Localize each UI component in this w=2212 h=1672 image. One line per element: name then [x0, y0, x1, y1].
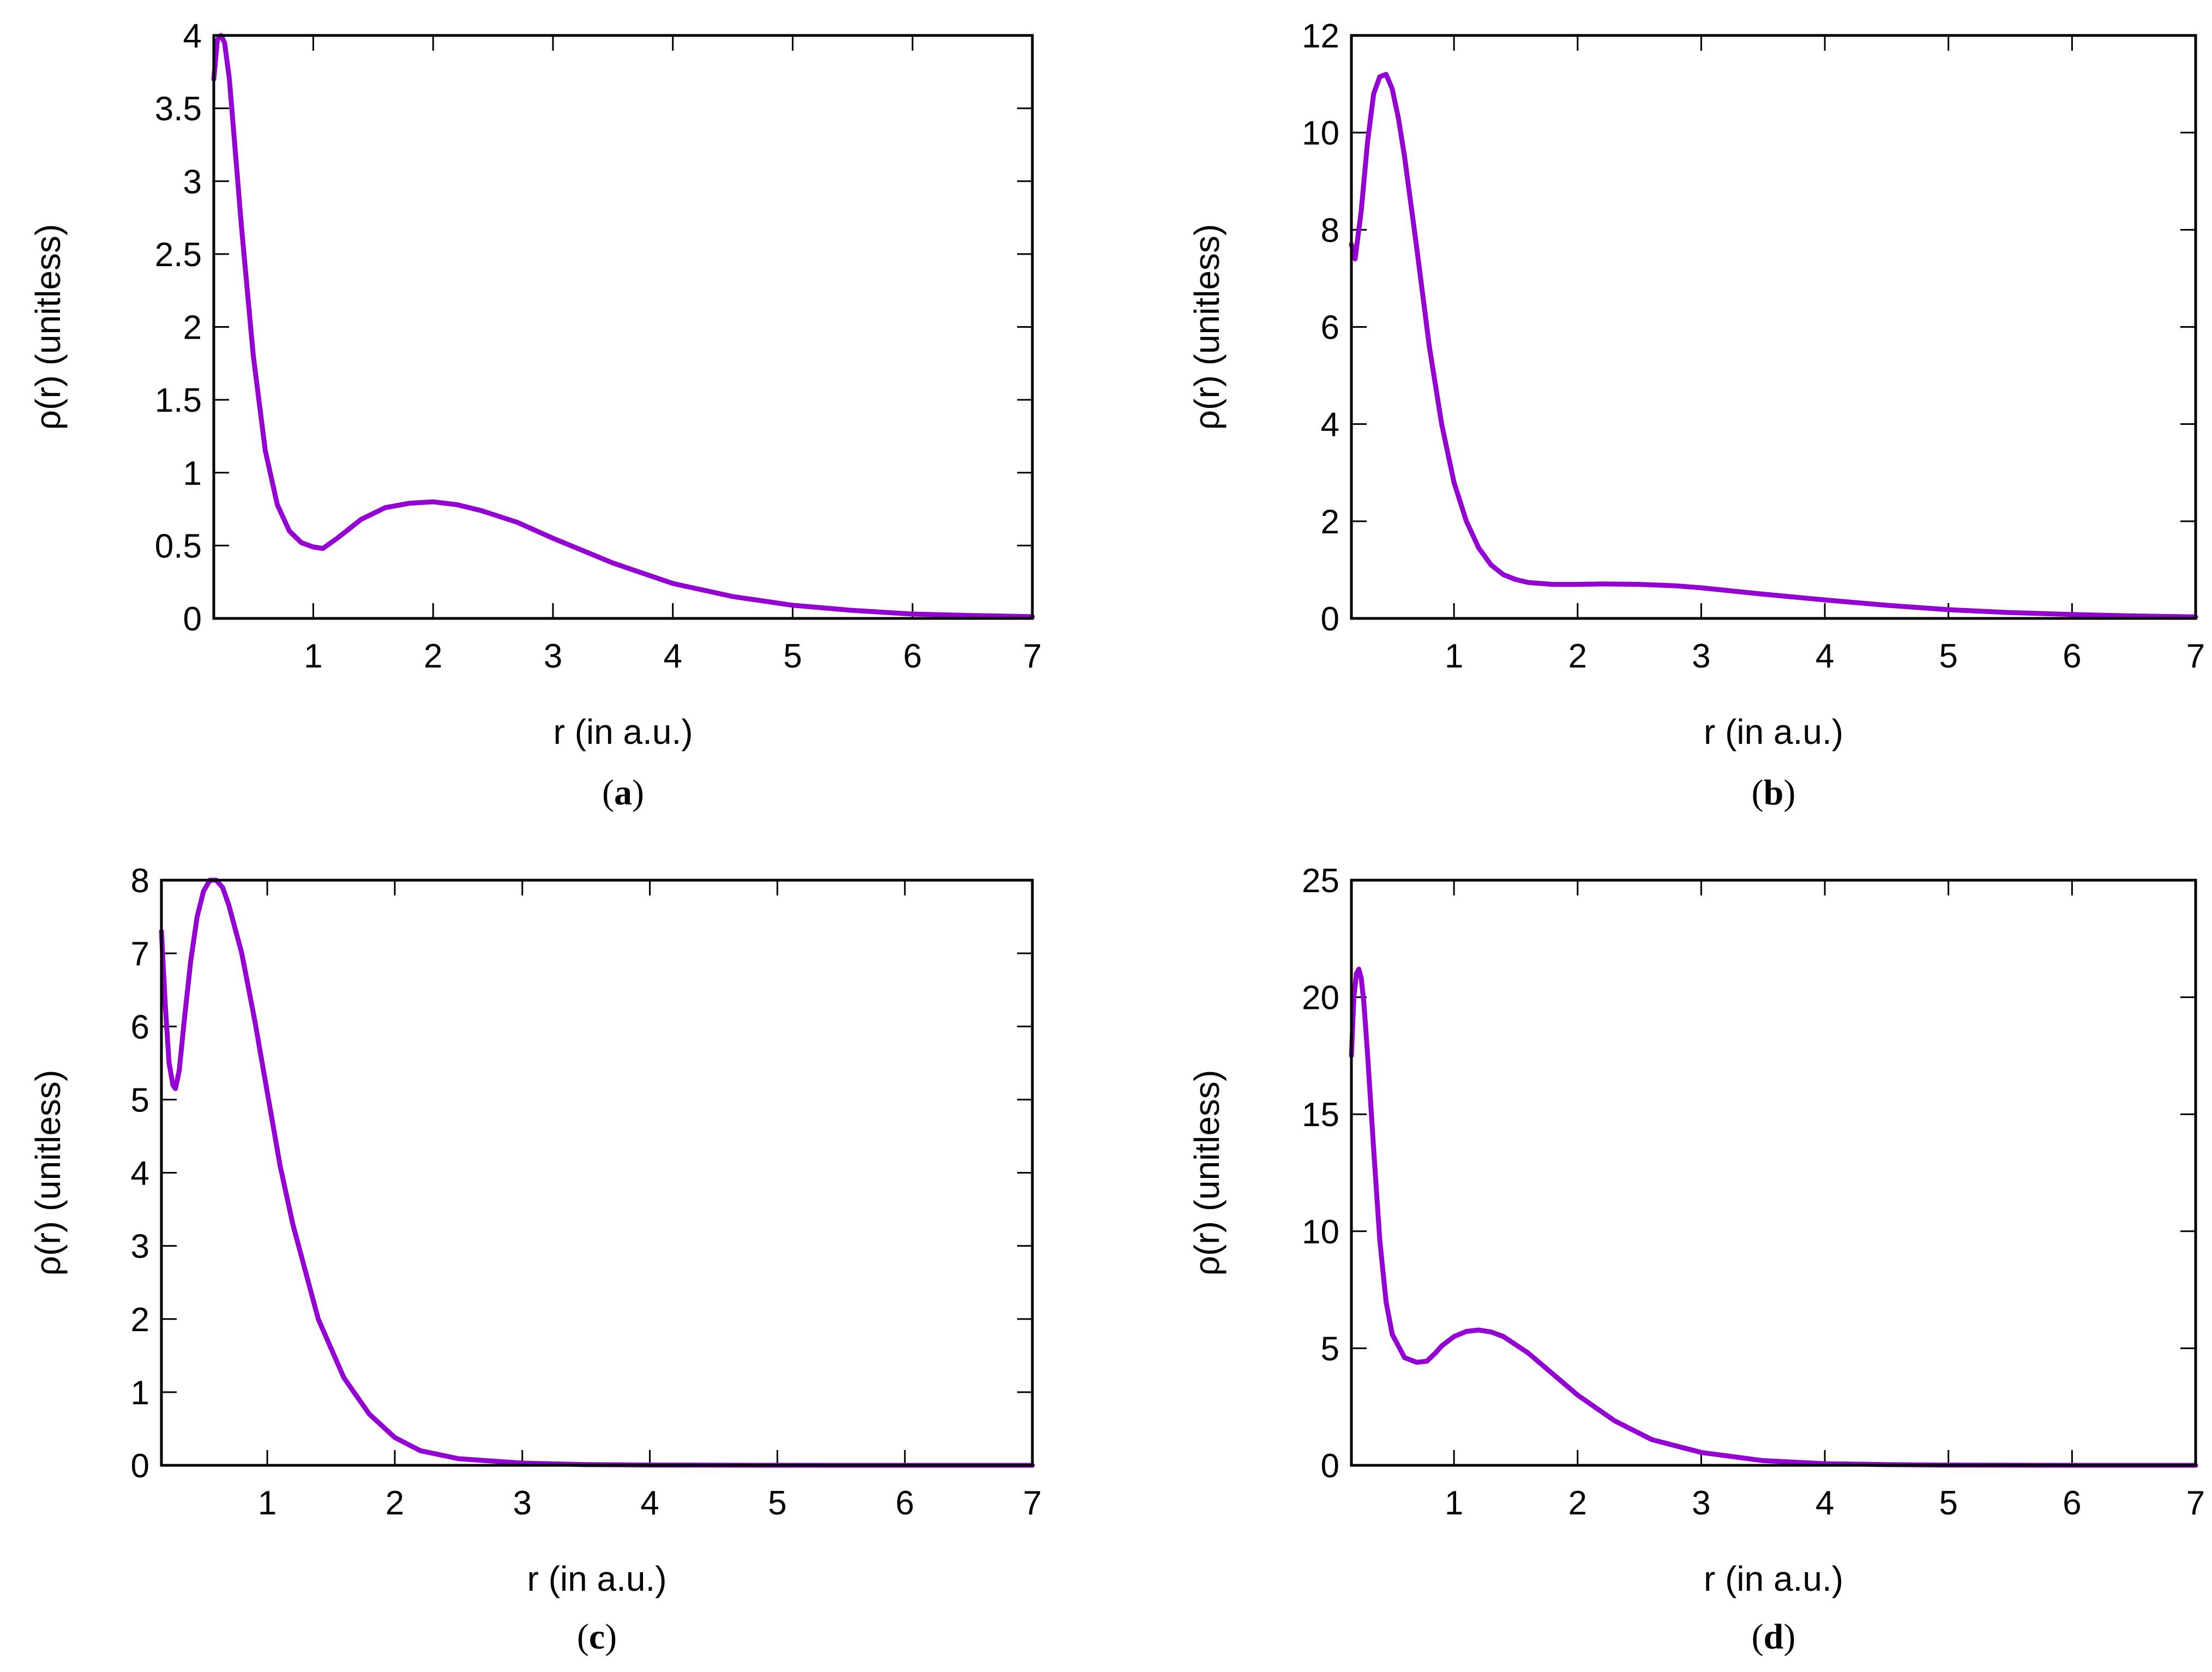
plot-frame-d: [1350, 879, 2197, 1467]
panel-caption-a: (a): [602, 773, 644, 813]
chart-panel-c: 1 2 3 4 5 6 7 0 1 2 3 4 5 6 7 8 r (in a.u.) ρ(r) (unitles…: [28, 862, 1042, 1657]
x-tick-label-c-5: 6: [895, 1484, 914, 1522]
x-tick-label-d-2: 3: [1692, 1484, 1710, 1522]
y-tick-label-b-0: 0: [1321, 600, 1339, 638]
panel-caption-d: (d): [1752, 1617, 1796, 1657]
y-tick-label-c-0: 0: [131, 1447, 149, 1485]
x-tick-label-c-2: 3: [513, 1484, 531, 1522]
y-tick-label-c-2: 2: [131, 1301, 149, 1339]
chart-panel-a: 1 2 3 4 5 6 7 0 0.5 1 1.5 2 2.5 3 3.5 4 r (in a.u.) ρ(r) …: [28, 17, 1042, 813]
y-tick-label-d-4: 20: [1302, 979, 1339, 1017]
panel-caption-close-d: ): [1783, 1617, 1795, 1657]
plot-frame-c: [160, 879, 1034, 1467]
y-tick-label-c-7: 7: [131, 935, 149, 973]
x-tick-label-b-6: 7: [2186, 637, 2205, 675]
chart-panel-d: 1 2 3 4 5 6 7 0 5 10 15 20 25 r (in a.u.) ρ(r) (unitle…: [1187, 862, 2205, 1657]
x-tick-label-b-5: 6: [2063, 637, 2081, 675]
x-tick-label-b-4: 5: [1939, 637, 1957, 675]
x-tick-label-d-4: 5: [1939, 1484, 1957, 1522]
panel-caption-close-b: ): [1783, 773, 1795, 813]
y-tick-label-c-4: 4: [131, 1155, 149, 1193]
y-tick-label-a-2: 1: [183, 455, 202, 492]
x-tick-label-d-3: 4: [1816, 1484, 1834, 1522]
y-tick-label-b-3: 6: [1321, 309, 1339, 347]
panel-caption-open-c: (: [577, 1617, 589, 1657]
x-axis-label-d: r (in a.u.): [1704, 1559, 1843, 1598]
x-tick-label-c-1: 2: [386, 1484, 404, 1522]
series-line-a-0: [211, 33, 1035, 620]
panel-caption-open-a: (: [602, 773, 614, 813]
x-tick-label-a-4: 5: [783, 637, 802, 675]
y-tick-label-d-5: 25: [1302, 862, 1339, 900]
y-tick-label-c-6: 6: [131, 1008, 149, 1046]
panel-caption-letter-b: b: [1764, 773, 1784, 813]
y-axis-label-a: ρ(r) (unitless): [28, 224, 68, 430]
x-tick-label-c-4: 5: [768, 1484, 786, 1522]
y-axis-label-b: ρ(r) (unitless): [1187, 224, 1227, 430]
x-tick-label-d-1: 2: [1568, 1484, 1587, 1522]
x-axis-label-b: r (in a.u.): [1704, 712, 1843, 751]
x-tick-label-c-3: 4: [640, 1484, 659, 1522]
x-tick-label-a-5: 6: [903, 637, 922, 675]
x-tick-label-b-1: 2: [1568, 637, 1587, 675]
y-tick-label-c-1: 1: [131, 1374, 149, 1412]
panel-caption-close-a: ): [632, 773, 644, 813]
x-tick-label-c-6: 7: [1023, 1484, 1042, 1522]
y-tick-label-c-3: 3: [131, 1228, 149, 1266]
y-axis-label-d: ρ(r) (unitless): [1187, 1070, 1227, 1276]
x-axis-label-a: r (in a.u.): [553, 712, 693, 751]
panel-caption-letter-d: d: [1764, 1617, 1784, 1657]
x-tick-label-b-0: 1: [1445, 637, 1463, 675]
plot-frame-b: [1350, 34, 2197, 620]
x-tick-label-a-1: 2: [424, 637, 442, 675]
y-tick-label-b-5: 10: [1302, 115, 1339, 152]
y-axis-label-c: ρ(r) (unitless): [28, 1070, 68, 1276]
x-tick-label-a-6: 7: [1023, 637, 1042, 675]
y-tick-label-d-0: 0: [1321, 1447, 1339, 1485]
y-tick-label-a-6: 3: [183, 163, 202, 201]
y-tick-label-a-0: 0: [183, 600, 202, 638]
y-tick-label-d-3: 15: [1302, 1096, 1339, 1134]
panel-caption-close-c: ): [605, 1617, 617, 1657]
panel-caption-open-b: (: [1752, 773, 1764, 813]
x-tick-label-c-0: 1: [258, 1484, 276, 1522]
plot-frame-a: [212, 34, 1034, 620]
x-tick-label-a-3: 4: [663, 637, 682, 675]
x-tick-label-a-0: 1: [304, 637, 322, 675]
y-tick-label-c-5: 5: [131, 1081, 149, 1119]
y-tick-label-a-1: 0.5: [155, 527, 202, 565]
series-line-b-0: [1349, 71, 2198, 620]
x-tick-label-d-6: 7: [2186, 1484, 2205, 1522]
x-axis-label-c: r (in a.u.): [527, 1559, 666, 1598]
x-tick-label-b-3: 4: [1816, 637, 1834, 675]
y-tick-label-c-8: 8: [131, 862, 149, 900]
y-tick-label-b-6: 12: [1302, 17, 1339, 55]
x-tick-label-d-0: 1: [1445, 1484, 1463, 1522]
y-tick-label-a-3: 1.5: [155, 382, 202, 419]
x-tick-label-d-5: 6: [2063, 1484, 2081, 1522]
series-line-c-0: [159, 877, 1035, 1468]
y-tick-label-a-4: 2: [183, 309, 202, 347]
panel-caption-open-d: (: [1752, 1617, 1764, 1657]
series-line-d-0: [1349, 966, 2198, 1468]
y-tick-label-b-2: 4: [1321, 406, 1339, 444]
y-tick-label-a-8: 4: [183, 17, 202, 55]
panel-caption-letter-a: a: [614, 773, 632, 813]
y-tick-label-a-5: 2.5: [155, 236, 202, 274]
y-tick-label-a-7: 3.5: [155, 91, 202, 128]
y-tick-label-d-2: 10: [1302, 1213, 1339, 1251]
y-tick-label-b-1: 2: [1321, 503, 1339, 541]
x-tick-label-b-2: 3: [1692, 637, 1710, 675]
panel-caption-b: (b): [1752, 773, 1796, 813]
x-tick-label-a-2: 3: [544, 637, 562, 675]
panel-caption-letter-c: c: [589, 1617, 605, 1657]
panel-caption-c: (c): [577, 1617, 617, 1657]
y-tick-label-b-4: 8: [1321, 212, 1339, 249]
y-tick-label-d-1: 5: [1321, 1330, 1339, 1368]
